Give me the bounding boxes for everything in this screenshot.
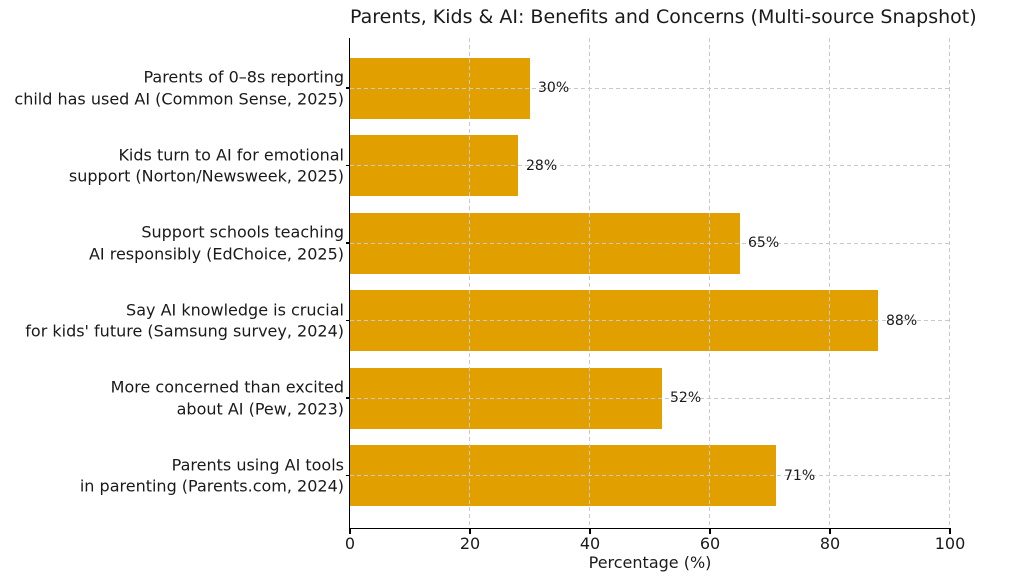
x-tick-label: 60 xyxy=(699,534,721,553)
bar-value-label: 88% xyxy=(886,312,918,329)
x-tick-label: 100 xyxy=(934,534,966,553)
horizontal-gridline xyxy=(350,242,950,244)
vertical-gridline xyxy=(949,38,950,528)
x-tick-mark xyxy=(709,529,711,534)
chart-title: Parents, Kids & AI: Benefits and Concern… xyxy=(350,6,977,28)
x-tick-label: 0 xyxy=(344,534,356,553)
x-tick-label: 40 xyxy=(579,534,601,553)
y-tick-mark xyxy=(345,397,350,399)
x-tick-mark xyxy=(589,529,591,534)
plot-area: 30% 28% 65% 88% 52% 71% xyxy=(349,38,951,529)
x-tick-label: 80 xyxy=(819,534,841,553)
y-category-label: Parents of 0–8s reporting child has used… xyxy=(14,67,344,108)
x-tick-mark xyxy=(829,529,831,534)
x-tick-label: 20 xyxy=(459,534,481,553)
vertical-gridline xyxy=(829,38,830,528)
horizontal-gridline xyxy=(350,165,950,166)
vertical-gridline xyxy=(469,38,470,528)
x-tick-mark xyxy=(349,529,351,534)
y-tick-mark xyxy=(345,242,350,244)
y-category-label: More concerned than excited about AI (Pe… xyxy=(110,377,344,418)
y-axis-category-labels: Parents of 0–8s reporting child has used… xyxy=(0,0,344,582)
horizontal-gridline xyxy=(350,320,950,321)
bar-value-label: 28% xyxy=(526,157,558,174)
horizontal-gridline xyxy=(350,475,950,476)
y-tick-mark xyxy=(345,474,350,477)
y-tick-mark xyxy=(345,319,350,322)
bar-value-label: 52% xyxy=(670,390,702,406)
x-tick-mark xyxy=(949,529,951,534)
y-category-label: Parents using AI tools in parenting (Par… xyxy=(79,454,344,496)
y-category-label: Kids turn to AI for emotional support (N… xyxy=(68,144,344,186)
x-tick-mark xyxy=(469,529,471,534)
vertical-gridline xyxy=(589,38,590,528)
y-tick-mark xyxy=(345,87,350,89)
bar-value-label: 30% xyxy=(538,80,570,96)
bar-value-label: 65% xyxy=(748,235,780,251)
bar-value-label: 71% xyxy=(784,467,816,484)
horizontal-gridline xyxy=(350,87,950,89)
x-axis-title: Percentage (%) xyxy=(588,553,712,572)
y-tick-mark xyxy=(345,164,350,167)
y-category-label: Support schools teaching AI responsibly … xyxy=(88,222,344,263)
y-category-label: Say AI knowledge is crucial for kids' fu… xyxy=(25,299,344,341)
horizontal-gridline xyxy=(350,397,950,399)
vertical-gridline xyxy=(709,38,710,528)
